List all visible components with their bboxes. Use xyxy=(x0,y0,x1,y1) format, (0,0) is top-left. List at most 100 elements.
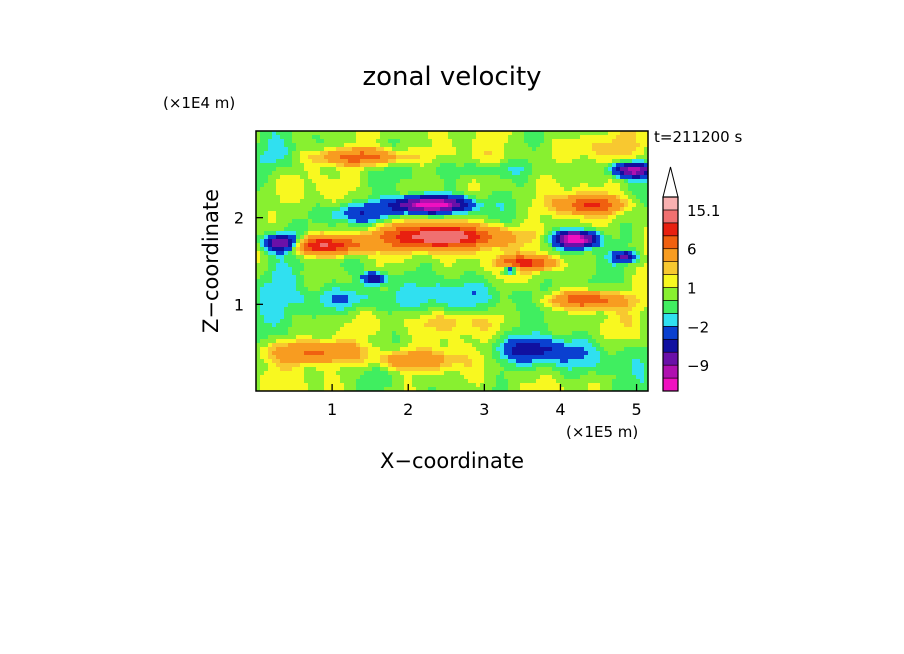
contour-cell xyxy=(620,219,625,224)
contour-cell xyxy=(288,303,293,308)
contour-cell xyxy=(268,279,273,284)
contour-cell xyxy=(424,175,429,180)
contour-cell xyxy=(508,187,513,192)
contour-cell xyxy=(392,243,397,248)
contour-cell xyxy=(576,195,581,200)
contour-cell xyxy=(356,271,361,276)
contour-cell xyxy=(464,327,469,332)
contour-cell xyxy=(592,271,597,276)
contour-cell xyxy=(380,239,385,244)
contour-cell xyxy=(636,187,641,192)
contour-cell xyxy=(604,207,609,212)
contour-cell xyxy=(420,255,425,260)
contour-cell xyxy=(296,251,301,256)
contour-cell xyxy=(328,319,333,324)
contour-cell xyxy=(384,291,389,296)
contour-cell xyxy=(524,207,529,212)
contour-cell xyxy=(476,299,481,304)
contour-cell xyxy=(492,159,497,164)
contour-cell xyxy=(336,219,341,224)
contour-cell xyxy=(508,283,513,288)
contour-cell xyxy=(448,251,453,256)
contour-cell xyxy=(408,199,413,204)
contour-cell xyxy=(580,207,585,212)
contour-cell xyxy=(300,143,305,148)
contour-cell xyxy=(536,311,541,316)
contour-cell xyxy=(616,171,621,176)
contour-cell xyxy=(484,287,489,292)
contour-cell xyxy=(608,227,613,232)
contour-cell xyxy=(424,263,429,268)
contour-cell xyxy=(472,191,477,196)
contour-cell xyxy=(368,323,373,328)
contour-cell xyxy=(308,207,313,212)
contour-cell xyxy=(488,199,493,204)
contour-cell xyxy=(312,171,317,176)
contour-cell xyxy=(288,187,293,192)
contour-cell xyxy=(328,171,333,176)
contour-cell xyxy=(384,135,389,140)
contour-cell xyxy=(356,299,361,304)
contour-cell xyxy=(388,319,393,324)
contour-cell xyxy=(624,303,629,308)
contour-cell xyxy=(548,167,553,172)
contour-cell xyxy=(300,295,305,300)
contour-cell xyxy=(568,219,573,224)
contour-cell xyxy=(616,263,621,268)
contour-cell xyxy=(296,299,301,304)
contour-cell xyxy=(616,311,621,316)
contour-cell xyxy=(336,291,341,296)
contour-cell xyxy=(532,331,537,336)
contour-cell xyxy=(600,171,605,176)
contour-cell xyxy=(280,203,285,208)
contour-cell xyxy=(256,323,261,328)
contour-cell xyxy=(432,307,437,312)
contour-cell xyxy=(480,315,485,320)
contour-cell xyxy=(560,323,565,328)
contour-cell xyxy=(564,239,569,244)
contour-cell xyxy=(452,259,457,264)
contour-cell xyxy=(336,143,341,148)
contour-cell xyxy=(264,295,269,300)
contour-cell xyxy=(496,247,501,252)
contour-cell xyxy=(520,143,525,148)
contour-cell xyxy=(436,151,441,156)
contour-cell xyxy=(520,299,525,304)
contour-cell xyxy=(544,331,549,336)
contour-cell xyxy=(564,307,569,312)
contour-cell xyxy=(308,211,313,216)
contour-cell xyxy=(576,187,581,192)
contour-cell xyxy=(468,163,473,168)
contour-cell xyxy=(384,267,389,272)
contour-cell xyxy=(272,323,277,328)
contour-cell xyxy=(304,315,309,320)
contour-cell xyxy=(264,259,269,264)
contour-cell xyxy=(592,295,597,300)
contour-cell xyxy=(268,271,273,276)
contour-cell xyxy=(292,259,297,264)
contour-cell xyxy=(356,243,361,248)
contour-cell xyxy=(468,307,473,312)
contour-cell xyxy=(440,299,445,304)
contour-cell xyxy=(464,271,469,276)
contour-cell xyxy=(628,159,633,164)
contour-cell xyxy=(448,131,453,136)
contour-cell xyxy=(504,167,509,172)
contour-cell xyxy=(376,299,381,304)
contour-cell xyxy=(500,207,505,212)
contour-cell xyxy=(464,179,469,184)
contour-cell xyxy=(304,327,309,332)
contour-cell xyxy=(424,259,429,264)
contour-cell xyxy=(260,251,265,256)
contour-cell xyxy=(536,283,541,288)
contour-cell xyxy=(576,175,581,180)
contour-cell xyxy=(376,275,381,280)
contour-cell xyxy=(564,255,569,260)
contour-cell xyxy=(524,267,529,272)
contour-cell xyxy=(264,287,269,292)
contour-cell xyxy=(632,299,637,304)
contour-cell xyxy=(608,291,613,296)
contour-cell xyxy=(280,259,285,264)
contour-cell xyxy=(568,135,573,140)
contour-cell xyxy=(580,239,585,244)
